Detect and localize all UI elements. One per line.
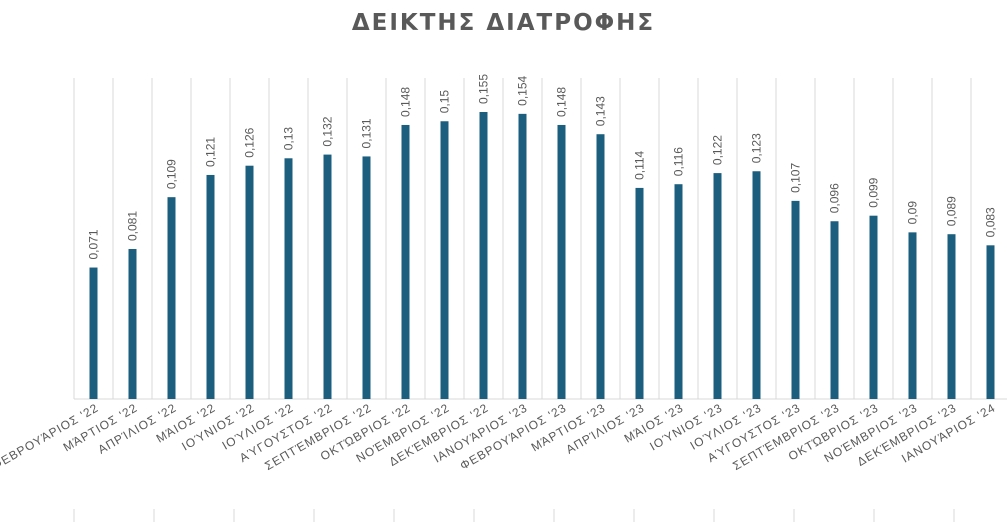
bar: [89, 267, 98, 399]
bar: [479, 112, 488, 399]
data-label: 0,116: [672, 147, 686, 176]
data-label: 0,107: [789, 163, 803, 193]
bar: [323, 154, 332, 399]
bar: [986, 245, 995, 399]
data-label: 0,123: [750, 133, 764, 163]
data-label: 0,114: [633, 150, 647, 179]
data-label: 0,109: [165, 159, 179, 189]
data-label: 0,148: [555, 87, 569, 117]
data-label: 0,143: [594, 96, 608, 126]
bar: [791, 200, 800, 399]
bar: [518, 113, 527, 399]
data-label: 0,096: [828, 183, 842, 213]
data-label: 0,155: [477, 74, 491, 104]
bar: [401, 124, 410, 399]
bar: [674, 184, 683, 399]
data-label: 0,122: [711, 135, 725, 165]
data-label: 0,132: [321, 116, 335, 146]
data-label: 0,13: [282, 127, 296, 151]
chart-title: ΔΕΙΚΤΗΣ ΔΙΑΤΡΟΦΗΣ: [351, 10, 656, 36]
bar: [908, 232, 917, 399]
bar: [167, 197, 176, 399]
data-label: 0,131: [360, 118, 374, 148]
bar: [830, 221, 839, 399]
bar: [128, 249, 137, 399]
data-label: 0,09: [906, 201, 920, 225]
bar: [245, 165, 254, 399]
data-label: 0,126: [243, 127, 257, 157]
data-label: 0,071: [87, 229, 101, 259]
data-label: 0,083: [984, 207, 998, 237]
bar: [557, 124, 566, 399]
bar: [635, 187, 644, 399]
bar: [284, 158, 293, 399]
bar: [440, 121, 449, 400]
bar: [206, 174, 215, 399]
data-label: 0,15: [438, 90, 452, 114]
bar: [947, 234, 956, 399]
bar: [713, 173, 722, 399]
bar: [362, 156, 371, 399]
bar: [752, 171, 761, 399]
data-label: 0,121: [204, 137, 218, 167]
bar: [869, 215, 878, 399]
data-label: 0,154: [516, 75, 530, 105]
data-label: 0,148: [399, 87, 413, 117]
bar: [596, 134, 605, 399]
data-label: 0,089: [945, 196, 959, 226]
data-label: 0,099: [867, 177, 881, 207]
data-label: 0,081: [126, 211, 140, 241]
